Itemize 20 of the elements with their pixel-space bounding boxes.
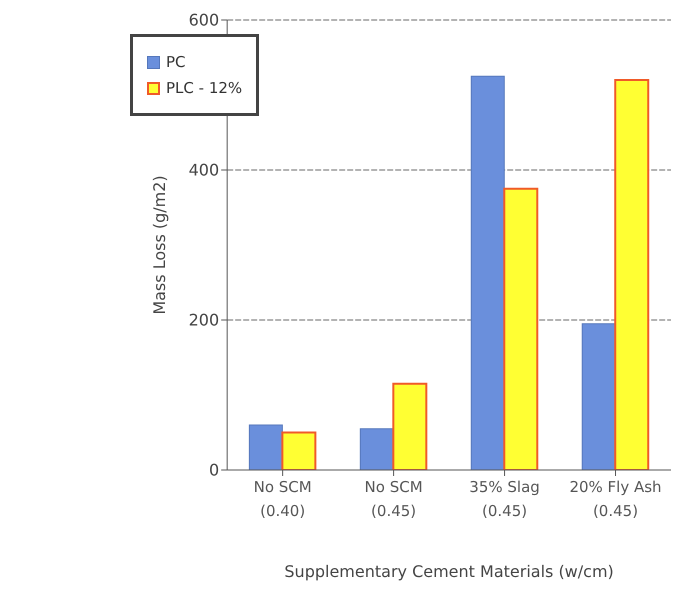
y-tick-label: 200 <box>188 310 220 330</box>
bar <box>360 428 394 470</box>
legend-label: PC <box>166 53 186 71</box>
bar <box>281 432 316 470</box>
bar <box>470 76 505 470</box>
bar <box>503 188 538 470</box>
x-tick-label: No SCM (0.45) <box>364 478 423 520</box>
y-tick-label: 400 <box>188 160 220 180</box>
x-axis-title: Supplementary Cement Materials (w/cm) <box>284 562 614 581</box>
x-tick-label: No SCM (0.40) <box>254 478 312 520</box>
legend-label: PLC - 12% <box>166 79 242 97</box>
bar <box>248 424 283 470</box>
x-tick-label: 35% Slag (0.45) <box>469 478 540 520</box>
y-tick-label: 600 <box>188 10 220 30</box>
y-tick-label: 0 <box>208 460 220 480</box>
bar <box>614 79 650 470</box>
x-tick-label: 20% Fly Ash (0.45) <box>569 478 662 520</box>
y-axis-title: Mass Loss (g/m2) <box>150 175 169 315</box>
bar <box>582 323 616 470</box>
bar <box>392 382 428 470</box>
